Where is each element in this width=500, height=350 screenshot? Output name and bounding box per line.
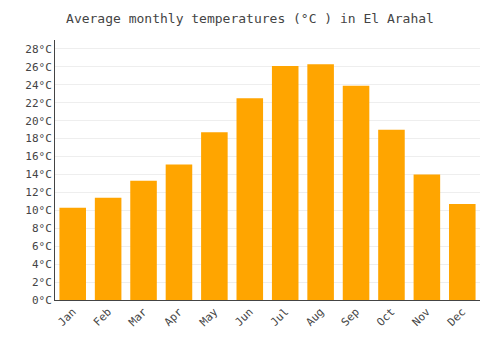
svg-text:Sep: Sep (339, 306, 362, 329)
svg-text:Nov: Nov (410, 305, 434, 329)
svg-text:8°C: 8°C (32, 222, 52, 235)
svg-text:10°C: 10°C (25, 204, 52, 217)
svg-text:Jul: Jul (268, 306, 291, 329)
svg-text:20°C: 20°C (25, 115, 52, 128)
svg-text:Jan: Jan (55, 306, 78, 329)
svg-text:28°C: 28°C (25, 43, 52, 56)
svg-text:Oct: Oct (374, 306, 397, 329)
svg-text:Aug: Aug (303, 306, 326, 329)
svg-text:6°C: 6°C (32, 240, 52, 253)
svg-text:Average monthly temperatures (: Average monthly temperatures (°C ) in El… (66, 11, 434, 26)
svg-text:14°C: 14°C (25, 168, 52, 181)
svg-text:4°C: 4°C (32, 258, 52, 271)
svg-text:May: May (197, 305, 221, 329)
svg-text:2°C: 2°C (32, 276, 52, 289)
svg-text:Mar: Mar (126, 305, 150, 329)
svg-text:Feb: Feb (91, 306, 114, 329)
svg-text:22°C: 22°C (25, 97, 52, 110)
svg-text:16°C: 16°C (25, 150, 52, 163)
svg-text:18°C: 18°C (25, 132, 52, 145)
svg-text:Dec: Dec (445, 306, 468, 329)
svg-text:12°C: 12°C (25, 186, 52, 199)
svg-text:Jun: Jun (233, 306, 256, 329)
svg-text:Apr: Apr (162, 305, 186, 329)
svg-text:0°C: 0°C (32, 294, 52, 307)
svg-text:24°C: 24°C (25, 79, 52, 92)
svg-text:26°C: 26°C (25, 61, 52, 74)
